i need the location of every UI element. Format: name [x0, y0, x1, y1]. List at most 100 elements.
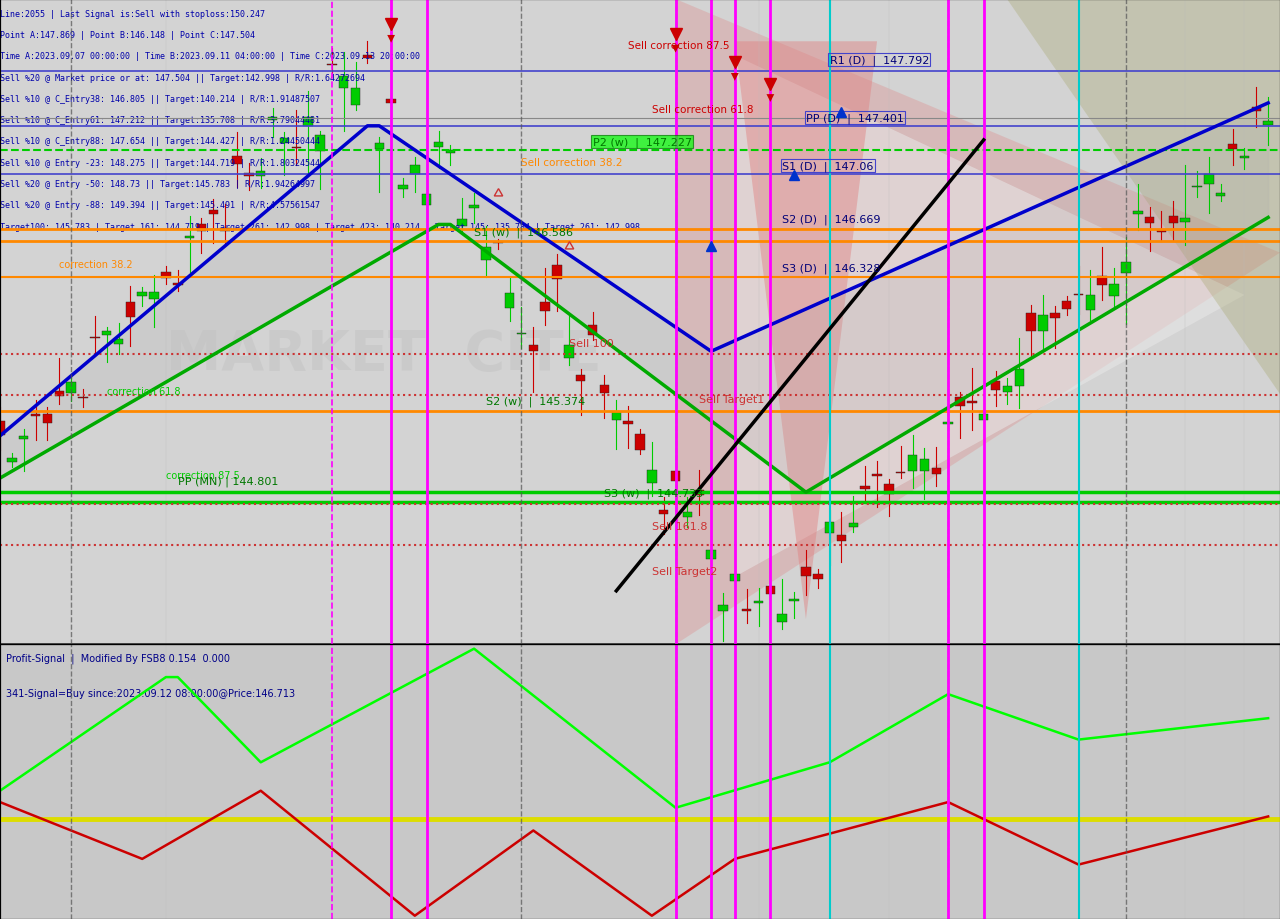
Bar — [19, 437, 28, 439]
Bar — [635, 435, 645, 450]
Text: Sell Target2: Sell Target2 — [652, 566, 717, 576]
Bar — [1192, 187, 1202, 188]
Bar — [197, 225, 206, 232]
Text: Point A:147.869 | Point B:146.148 | Point C:147.504: Point A:147.869 | Point B:146.148 | Poin… — [0, 31, 255, 40]
Bar — [470, 206, 479, 209]
Bar — [908, 455, 918, 471]
Bar — [457, 220, 467, 227]
Bar — [540, 302, 550, 312]
Bar — [102, 332, 111, 335]
Text: S2 (w)  |  145.374: S2 (w) | 145.374 — [486, 396, 585, 406]
Bar — [481, 247, 490, 260]
Bar — [1097, 278, 1107, 286]
Bar — [872, 474, 882, 477]
Bar — [1015, 369, 1024, 387]
Bar — [42, 414, 52, 424]
Bar — [150, 292, 159, 300]
Bar — [339, 77, 348, 89]
Bar — [813, 574, 823, 579]
Bar — [671, 471, 680, 482]
Bar — [837, 536, 846, 541]
Bar — [1050, 313, 1060, 319]
Text: correction 87.5: correction 87.5 — [166, 471, 239, 481]
Bar — [1027, 314, 1036, 331]
Text: Sell %20 @ Market price or at: 147.504 || Target:142.998 | R/R:1.64272694: Sell %20 @ Market price or at: 147.504 |… — [0, 74, 365, 83]
Bar — [422, 195, 431, 206]
Bar — [860, 486, 870, 489]
Bar — [718, 605, 728, 612]
Bar — [114, 339, 123, 345]
Bar — [387, 99, 396, 104]
Bar — [232, 156, 242, 165]
Bar — [0, 422, 5, 436]
Text: Sell correction 61.8: Sell correction 61.8 — [652, 105, 754, 115]
Text: Sell Target1: Sell Target1 — [699, 394, 764, 404]
Bar — [979, 414, 988, 421]
Bar — [67, 383, 76, 393]
Bar — [445, 151, 456, 153]
Bar — [1204, 175, 1213, 185]
Bar — [682, 512, 692, 517]
Bar — [493, 243, 503, 244]
Text: Sell %10 @ C_Entry38: 146.805 || Target:140.214 | R/R:1.91487507: Sell %10 @ C_Entry38: 146.805 || Target:… — [0, 95, 320, 104]
Polygon shape — [735, 56, 1244, 577]
Bar — [1157, 231, 1166, 233]
Bar — [362, 56, 372, 59]
Text: Sell %20 @ Entry -50: 148.73 || Target:145.783 | R/R:1.94264997: Sell %20 @ Entry -50: 148.73 || Target:1… — [0, 180, 315, 188]
Bar — [612, 413, 621, 421]
Bar — [315, 136, 325, 152]
Bar — [659, 511, 668, 515]
Bar — [410, 165, 420, 175]
Bar — [552, 266, 562, 280]
Text: Sell 161.8: Sell 161.8 — [652, 521, 708, 531]
Bar — [31, 414, 40, 417]
Bar — [161, 273, 170, 278]
Bar — [920, 460, 929, 471]
Text: S1 (D)  |  147.06: S1 (D) | 147.06 — [782, 161, 873, 172]
Bar — [1180, 219, 1190, 222]
Bar — [268, 118, 278, 120]
Bar — [991, 381, 1000, 391]
Bar — [292, 147, 301, 149]
Bar — [351, 89, 360, 106]
Bar — [244, 174, 253, 176]
Text: Sell %10 @ C_Entry61: 147.212 || Target:135.708 | R/R:3.79044481: Sell %10 @ C_Entry61: 147.212 || Target:… — [0, 116, 320, 125]
Text: correction 38.2: correction 38.2 — [59, 259, 133, 269]
Bar — [695, 490, 704, 495]
Text: Sell %20 @ Entry -88: 149.394 || Target:145.491 | R/R:4.57561547: Sell %20 @ Entry -88: 149.394 || Target:… — [0, 201, 320, 210]
Bar — [1062, 301, 1071, 310]
Text: S3 (D)  |  146.328: S3 (D) | 146.328 — [782, 264, 881, 274]
Bar — [209, 211, 218, 215]
Text: R1 (D)  |  147.792: R1 (D) | 147.792 — [829, 55, 929, 66]
Text: PP (D)  |  147.401: PP (D) | 147.401 — [806, 113, 904, 123]
Text: Sell 100: Sell 100 — [568, 338, 613, 348]
Bar — [777, 614, 787, 622]
Bar — [303, 118, 312, 127]
Bar — [576, 375, 585, 381]
Bar — [765, 586, 776, 594]
Bar — [824, 523, 835, 534]
Bar — [943, 423, 952, 425]
Polygon shape — [735, 42, 877, 619]
Bar — [280, 139, 289, 143]
Bar — [896, 472, 905, 473]
Bar — [801, 568, 810, 576]
Bar — [256, 172, 265, 177]
Bar — [1110, 284, 1119, 297]
Bar — [1169, 217, 1178, 223]
Polygon shape — [1007, 0, 1280, 394]
Bar — [1252, 108, 1261, 111]
Bar — [623, 421, 632, 425]
Bar — [849, 523, 858, 528]
Bar — [90, 337, 100, 338]
Bar — [742, 609, 751, 611]
Text: Sell %10 @ Entry -23: 148.275 || Target:144.719 | R/R:1.80324544: Sell %10 @ Entry -23: 148.275 || Target:… — [0, 159, 320, 167]
Bar — [375, 143, 384, 150]
Bar — [398, 186, 408, 190]
Bar — [1144, 217, 1155, 224]
Bar — [173, 284, 183, 285]
Bar — [529, 346, 538, 351]
Bar — [932, 469, 941, 475]
Bar — [78, 397, 88, 399]
Text: S1 (w)  |  146.586: S1 (w) | 146.586 — [474, 227, 573, 238]
